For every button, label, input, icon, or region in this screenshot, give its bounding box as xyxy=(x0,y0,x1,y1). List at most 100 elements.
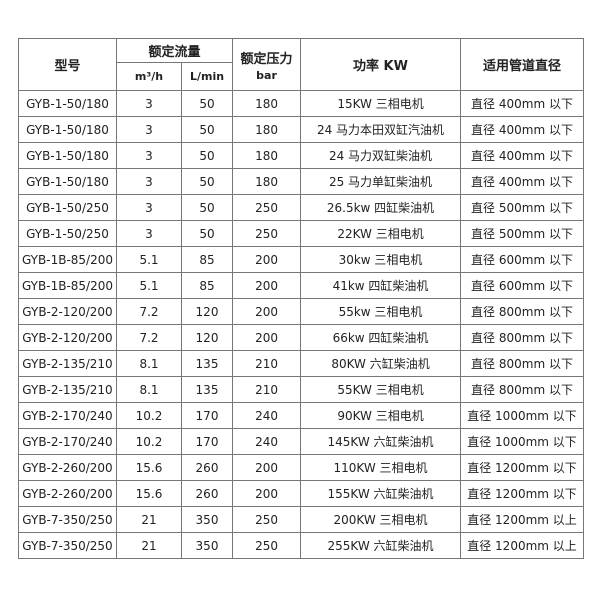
table-cell: 350 xyxy=(180,506,234,533)
table-cell: 260 xyxy=(180,454,234,481)
table-row: GYB-7-350/250 21 350 250 200KW 三相电机 直径 1200mm… xyxy=(18,506,585,533)
header-cell: 型号 xyxy=(18,38,117,91)
table-row: GYB-2-260/200 15.6 260 200 110KW 三相电机 直径 1200… xyxy=(18,454,585,481)
table-row: GYB-1-50/180 3 50 180 24 马力双缸柴油机 直径 400mm 以下 xyxy=(18,142,585,169)
table-cell: GYB-1-50/180 xyxy=(18,142,117,169)
spec-table: 型号 额定流量 额定压力 bar 功率 KW 适用管道直径 m³/h L/min … xyxy=(18,38,585,559)
table-row: GYB-1-50/250 3 50 250 22KW 三相电机 直径 500mm 以下 xyxy=(18,220,585,247)
table-row: GYB-1-50/180 3 50 180 15KW 三相电机 直径 400mm 以下 xyxy=(18,90,585,117)
table-cell: 5.1 xyxy=(116,246,182,273)
table-cell: GYB-2-170/240 xyxy=(18,428,117,455)
table-cell: 55KW 三相电机 xyxy=(300,376,462,403)
table-row: GYB-2-260/200 15.6 260 200 155KW 六缸柴油机 直径 120… xyxy=(18,480,585,507)
table-cell: GYB-2-170/240 xyxy=(18,402,117,429)
table-cell: 直径 400mm 以下 xyxy=(460,116,585,143)
table-cell: 直径 1200mm 以上 xyxy=(460,532,585,559)
table-cell: 200 xyxy=(232,480,302,507)
table-cell: 120 xyxy=(180,298,234,325)
table-cell: 66kw 四缸柴油机 xyxy=(300,324,462,351)
header-cell: 额定压力 bar xyxy=(232,38,302,91)
table-cell: 200 xyxy=(232,298,302,325)
table-cell: 直径 600mm 以下 xyxy=(460,246,585,273)
table-row: GYB-1B-85/200 5.1 85 200 41kw 四缸柴油机 直径 600mm … xyxy=(18,272,585,299)
table-cell: 200 xyxy=(232,454,302,481)
table-cell: 3 xyxy=(116,142,182,169)
table-cell: 250 xyxy=(232,506,302,533)
table-cell: 15KW 三相电机 xyxy=(300,90,462,117)
table-cell: 7.2 xyxy=(116,298,182,325)
table-cell: 直径 500mm 以下 xyxy=(460,194,585,221)
table-cell: 22KW 三相电机 xyxy=(300,220,462,247)
table-cell: 直径 400mm 以下 xyxy=(460,142,585,169)
table-row: GYB-7-350/250 21 350 250 255KW 六缸柴油机 直径 1200m… xyxy=(18,532,585,559)
table-cell: 50 xyxy=(180,220,234,247)
table-cell: 110KW 三相电机 xyxy=(300,454,462,481)
table-cell: 21 xyxy=(116,506,182,533)
table-cell: 50 xyxy=(180,142,234,169)
table-row: GYB-2-170/240 10.2 170 240 90KW 三相电机 直径 1000m… xyxy=(18,402,585,429)
table-cell: GYB-1-50/180 xyxy=(18,168,117,195)
table-cell: 170 xyxy=(180,428,234,455)
table-cell: 90KW 三相电机 xyxy=(300,402,462,429)
table-cell: 25 马力单缸柴油机 xyxy=(300,168,462,195)
table-cell: 21 xyxy=(116,532,182,559)
table-cell: 直径 600mm 以下 xyxy=(460,272,585,299)
table-cell: 180 xyxy=(232,168,302,195)
table-cell: GYB-2-135/210 xyxy=(18,350,117,377)
table-cell: 200KW 三相电机 xyxy=(300,506,462,533)
table-cell: 350 xyxy=(180,532,234,559)
table-cell: 24 马力双缸柴油机 xyxy=(300,142,462,169)
table-cell: GYB-2-260/200 xyxy=(18,454,117,481)
table-cell: 直径 800mm 以下 xyxy=(460,298,585,325)
table-cell: 5.1 xyxy=(116,272,182,299)
table-cell: GYB-1-50/180 xyxy=(18,116,117,143)
table-cell: 120 xyxy=(180,324,234,351)
table-cell: 3 xyxy=(116,116,182,143)
table-cell: 155KW 六缸柴油机 xyxy=(300,480,462,507)
table-row: GYB-2-120/200 7.2 120 200 55kw 三相电机 直径 800mm … xyxy=(18,298,585,325)
table-cell: GYB-2-120/200 xyxy=(18,298,117,325)
table-cell: GYB-2-260/200 xyxy=(18,480,117,507)
table-cell: 250 xyxy=(232,194,302,221)
table-cell: 直径 1200mm 以下 xyxy=(460,454,585,481)
table-cell: 145KW 六缸柴油机 xyxy=(300,428,462,455)
table-cell: 直径 400mm 以下 xyxy=(460,168,585,195)
header-cell: m³/h xyxy=(116,62,182,91)
table-cell: 180 xyxy=(232,142,302,169)
table-cell: 3 xyxy=(116,90,182,117)
table-row: GYB-2-135/210 8.1 135 210 80KW 六缸柴油机 直径 800mm… xyxy=(18,350,585,377)
table-cell: GYB-1-50/250 xyxy=(18,220,117,247)
table-cell: 8.1 xyxy=(116,376,182,403)
table-cell: 240 xyxy=(232,402,302,429)
table-row: GYB-2-120/200 7.2 120 200 66kw 四缸柴油机 直径 800mm… xyxy=(18,324,585,351)
header-unit: bar xyxy=(256,68,277,82)
table-cell: 200 xyxy=(232,272,302,299)
table-cell: 直径 800mm 以下 xyxy=(460,376,585,403)
header-text: 额定压力 xyxy=(240,51,293,67)
header-row: 型号 额定流量 额定压力 bar 功率 KW 适用管道直径 xyxy=(18,38,585,91)
table-header: 型号 额定流量 额定压力 bar 功率 KW 适用管道直径 m³/h L/min xyxy=(18,38,585,91)
table-row: GYB-1-50/180 3 50 180 24 马力本田双缸汽油机 直径 400mm 以… xyxy=(18,116,585,143)
table-cell: 50 xyxy=(180,168,234,195)
table-cell: 170 xyxy=(180,402,234,429)
table-cell: 15.6 xyxy=(116,454,182,481)
table-cell: GYB-7-350/250 xyxy=(18,532,117,559)
table-cell: 直径 800mm 以下 xyxy=(460,324,585,351)
table-cell: 3 xyxy=(116,168,182,195)
table-cell: GYB-1B-85/200 xyxy=(18,246,117,273)
table-cell: GYB-1B-85/200 xyxy=(18,272,117,299)
table-cell: 3 xyxy=(116,194,182,221)
table-cell: 180 xyxy=(232,116,302,143)
table-cell: 50 xyxy=(180,116,234,143)
table-cell: 180 xyxy=(232,90,302,117)
table-cell: 250 xyxy=(232,532,302,559)
table-body: GYB-1-50/180 3 50 180 15KW 三相电机 直径 400mm 以下 GY… xyxy=(18,90,585,559)
table-row: GYB-2-170/240 10.2 170 240 145KW 六缸柴油机 直径 100… xyxy=(18,428,585,455)
table-cell: 41kw 四缸柴油机 xyxy=(300,272,462,299)
table-row: GYB-2-135/210 8.1 135 210 55KW 三相电机 直径 800mm … xyxy=(18,376,585,403)
table-cell: 直径 500mm 以下 xyxy=(460,220,585,247)
table-cell: 直径 1000mm 以下 xyxy=(460,428,585,455)
table-row: GYB-1-50/180 3 50 180 25 马力单缸柴油机 直径 400mm 以下 xyxy=(18,168,585,195)
table-cell: 55kw 三相电机 xyxy=(300,298,462,325)
